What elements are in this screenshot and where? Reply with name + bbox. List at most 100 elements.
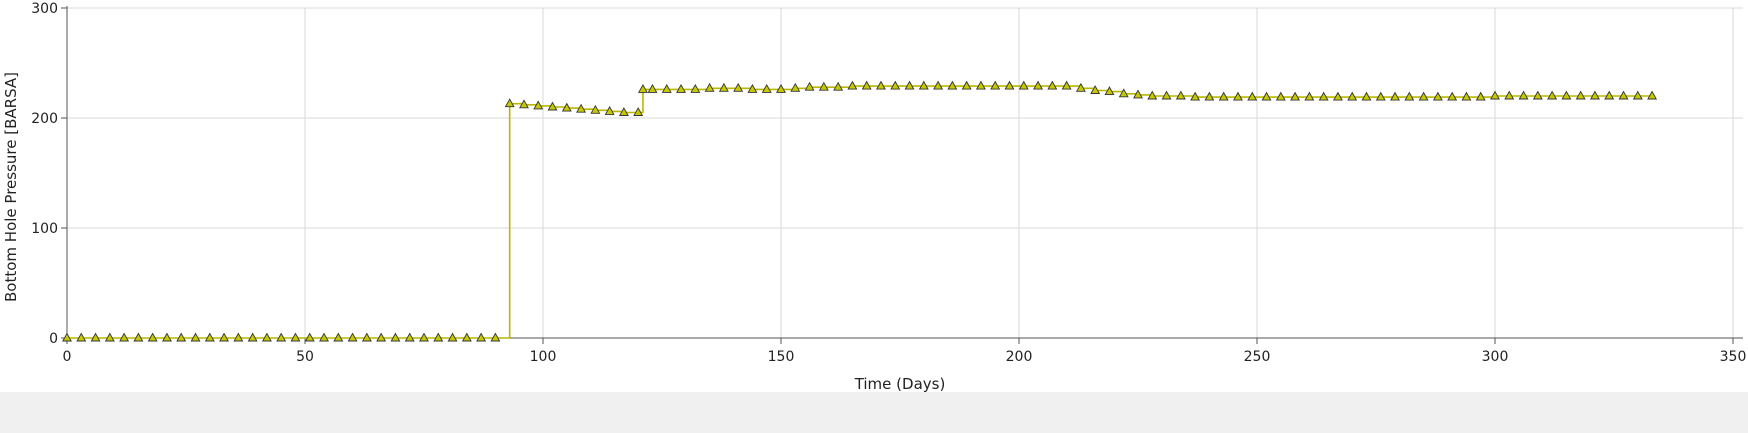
x-tick-label: 150 <box>768 349 795 365</box>
data-point-marker <box>333 332 344 342</box>
data-point-marker <box>918 80 929 90</box>
data-point-marker <box>490 332 501 342</box>
x-tick-label: 250 <box>1244 349 1271 365</box>
data-point-marker <box>1104 86 1115 96</box>
data-point-marker <box>1190 91 1201 101</box>
data-point-marker <box>1275 91 1286 101</box>
data-point-marker <box>975 80 986 90</box>
data-point-marker <box>1304 91 1315 101</box>
data-point-marker <box>961 80 972 90</box>
axes <box>61 6 1743 344</box>
data-point-marker <box>1575 90 1586 100</box>
data-point-marker <box>347 332 358 342</box>
x-tick-label: 0 <box>63 349 72 365</box>
data-point-marker <box>1418 91 1429 101</box>
data-point-marker <box>433 332 444 342</box>
data-point-marker <box>1232 91 1243 101</box>
data-point-marker <box>276 332 287 342</box>
data-point-marker <box>1375 91 1386 101</box>
data-point-marker <box>904 80 915 90</box>
data-point-marker <box>419 332 429 342</box>
data-point-marker <box>1147 90 1158 100</box>
data-point-marker <box>204 332 215 342</box>
data-point-marker <box>190 332 201 342</box>
data-point-marker <box>833 81 844 91</box>
data-point-marker <box>1118 88 1129 98</box>
data-point-marker <box>847 80 858 90</box>
data-point-marker <box>1090 85 1101 94</box>
data-point-marker <box>90 332 101 342</box>
data-point-marker <box>1647 90 1658 100</box>
data-point-marker <box>1475 91 1486 101</box>
x-tick-label: 350 <box>1720 349 1747 365</box>
data-point-marker <box>637 83 648 93</box>
data-point-marker <box>1075 82 1086 92</box>
data-point-marker <box>1390 91 1401 101</box>
data-point-marker <box>1175 90 1186 100</box>
data-point-marker <box>1504 90 1515 100</box>
data-point-marker <box>776 83 786 93</box>
data-point-marker <box>1261 91 1272 101</box>
data-point-marker <box>233 332 244 342</box>
series-bottom-hole-pressure <box>62 80 1658 342</box>
data-point-marker <box>1290 91 1301 101</box>
data-point-marker <box>290 332 301 342</box>
data-point-marker <box>461 332 472 342</box>
data-point-marker <box>1532 90 1543 100</box>
x-tick-labels: 0 50 100 150 200 250 300 350 <box>63 349 1747 365</box>
data-point-marker <box>875 80 886 90</box>
data-point-marker <box>676 83 687 93</box>
data-point-marker <box>518 99 529 109</box>
series-line <box>67 85 1653 339</box>
y-tick-labels: 0 100 200 300 <box>31 1 58 347</box>
data-point-marker <box>533 100 544 110</box>
data-point-marker <box>990 80 1001 90</box>
y-axis-title: Bottom Hole Pressure [BARSA] <box>2 72 20 302</box>
data-point-marker <box>1547 90 1558 100</box>
data-point-marker <box>147 332 158 342</box>
y-tick-label: 300 <box>31 1 58 17</box>
data-point-marker <box>818 81 829 91</box>
data-point-marker <box>62 332 72 342</box>
data-point-marker <box>1247 91 1258 101</box>
data-point-marker <box>1604 90 1615 100</box>
data-point-marker <box>319 332 330 342</box>
data-point-marker <box>747 83 758 93</box>
data-point-marker <box>647 83 658 93</box>
data-point-marker <box>247 332 258 342</box>
y-tick-label: 200 <box>31 111 58 127</box>
data-point-marker <box>1561 90 1572 100</box>
data-point-marker <box>790 82 801 92</box>
data-point-marker <box>733 82 744 92</box>
data-point-marker <box>933 80 944 90</box>
data-point-marker <box>1004 80 1015 90</box>
data-point-marker <box>404 332 415 342</box>
data-point-marker <box>1589 90 1600 100</box>
data-point-marker <box>76 332 87 342</box>
data-point-marker <box>561 102 572 112</box>
data-point-marker <box>761 83 772 93</box>
data-point-marker <box>1518 90 1529 100</box>
data-point-marker <box>590 104 601 114</box>
data-point-marker <box>1490 90 1500 100</box>
data-point-marker <box>690 83 701 93</box>
data-point-marker <box>704 82 715 92</box>
x-tick-label: 300 <box>1482 349 1509 365</box>
data-point-marker <box>1432 91 1443 101</box>
data-point-marker <box>804 81 815 91</box>
data-point-marker <box>390 332 401 342</box>
data-point-marker <box>1332 91 1343 101</box>
data-point-marker <box>861 80 872 90</box>
data-point-marker <box>1204 91 1215 101</box>
bottom-status-strip <box>0 392 1748 433</box>
data-point-marker <box>1033 80 1044 90</box>
data-point-marker <box>476 332 487 342</box>
data-point-marker <box>376 332 387 342</box>
data-point-marker <box>1218 91 1229 101</box>
data-point-marker <box>1133 89 1143 99</box>
data-point-marker <box>1618 90 1629 100</box>
x-tick-label: 100 <box>530 349 557 365</box>
data-point-marker <box>604 105 615 115</box>
data-point-marker <box>361 332 372 342</box>
data-point-marker <box>661 83 672 93</box>
